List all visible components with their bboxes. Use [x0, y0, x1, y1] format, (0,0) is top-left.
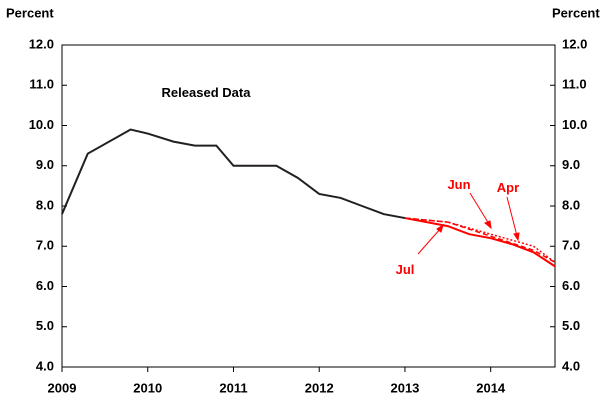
y-axis-label: Percent — [6, 5, 54, 20]
x-tick-label: 2011 — [219, 380, 247, 395]
y-tick-label: 5.0 — [36, 318, 54, 333]
arrows — [417, 192, 520, 255]
y-tick-label: 6.0 — [36, 278, 54, 293]
y-tick-label: 11.0 — [29, 77, 54, 92]
y-tick-label: 9.0 — [36, 157, 54, 172]
y-tick-label: 12.0 — [29, 36, 54, 51]
y-tick-label: 7.0 — [36, 238, 54, 253]
series-label: Apr — [496, 180, 520, 195]
y2-tick-label: 8.0 — [562, 197, 580, 212]
y2-axis-label: Percent — [552, 5, 600, 20]
series-label: Jul — [395, 262, 415, 277]
y-tick-label: 10.0 — [29, 117, 54, 132]
y-tick-label: 4.0 — [36, 358, 54, 373]
x-tick-label: 2013 — [390, 380, 419, 395]
y2-tick-label: 12.0 — [562, 36, 587, 51]
x-tick-label: 2010 — [133, 380, 162, 395]
y2-tick-label: 5.0 — [562, 318, 580, 333]
line — [404, 217, 556, 263]
x-tick-label: 2012 — [305, 380, 334, 395]
y-tick-label: 8.0 — [36, 197, 54, 212]
series-label: Released Data — [161, 85, 251, 100]
y2-tick-label: 7.0 — [562, 238, 580, 253]
y2-tick-label: 11.0 — [562, 77, 587, 92]
y2-tick-label: 9.0 — [562, 157, 580, 172]
line — [61, 128, 406, 220]
y2-tick-label: 10.0 — [562, 117, 587, 132]
y2-tick-label: 6.0 — [562, 278, 580, 293]
x-tick-label: 2009 — [48, 380, 77, 395]
line — [404, 217, 556, 264]
y2-tick-label: 4.0 — [562, 358, 580, 373]
series-label: Jun — [447, 177, 471, 192]
line — [404, 217, 556, 268]
x-tick-label: 2014 — [476, 380, 506, 395]
plot-frame — [61, 44, 556, 368]
